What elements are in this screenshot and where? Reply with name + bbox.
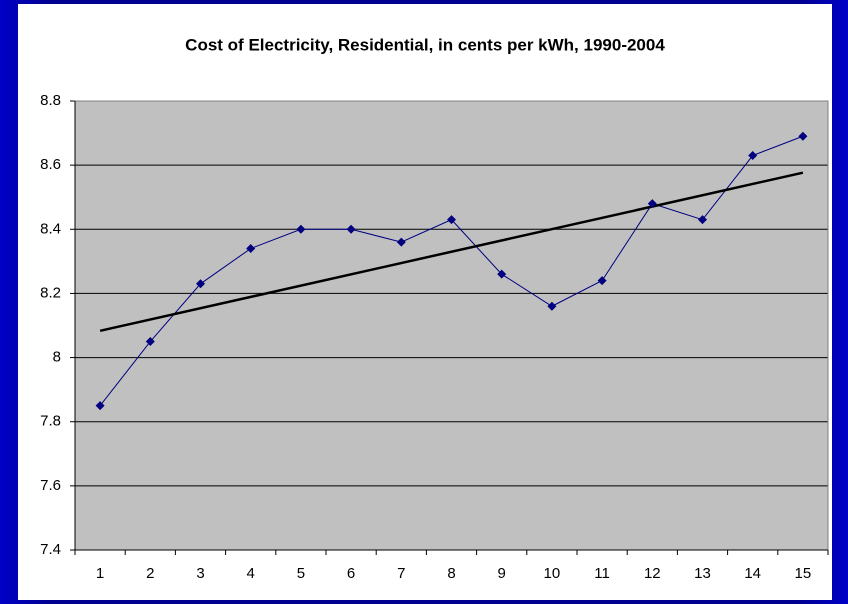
data-point — [346, 224, 356, 234]
x-tick-label: 7 — [397, 565, 405, 582]
x-tick-label: 12 — [644, 565, 661, 582]
x-tick-label: 9 — [498, 565, 506, 582]
y-tick-label: 8.4 — [40, 220, 61, 237]
data-point — [547, 301, 557, 311]
chart-title: Cost of Electricity, Residential, in cen… — [185, 35, 665, 54]
x-tick-label: 4 — [247, 565, 255, 582]
y-tick-label: 7.4 — [40, 541, 61, 558]
y-tick-label: 7.8 — [40, 413, 61, 430]
x-tick-label: 1 — [96, 565, 104, 582]
x-tick-label: 11 — [594, 565, 610, 582]
x-tick-label: 2 — [146, 565, 154, 582]
y-tick-label: 7.6 — [40, 477, 61, 494]
data-point — [597, 276, 607, 286]
data-point — [95, 401, 105, 411]
data-point — [447, 215, 456, 225]
y-tick-label: 8.2 — [40, 284, 61, 301]
data-point — [798, 131, 808, 141]
x-tick-label: 3 — [196, 565, 204, 582]
data-point — [196, 279, 205, 289]
x-tick-label: 8 — [447, 565, 455, 582]
data-point — [748, 151, 758, 161]
y-tick-label: 8.6 — [40, 156, 61, 173]
x-tick-label: 13 — [694, 565, 711, 582]
data-point — [698, 215, 707, 225]
x-tick-label: 10 — [544, 565, 561, 582]
plot-area — [75, 101, 828, 550]
data-point — [296, 224, 306, 234]
y-tick-label: 8 — [53, 349, 61, 366]
data-point — [647, 199, 657, 209]
x-tick-label: 6 — [347, 565, 355, 582]
data-point — [145, 337, 155, 347]
x-tick-label: 15 — [795, 565, 812, 582]
data-point — [396, 237, 406, 247]
x-tick-label: 5 — [297, 565, 305, 582]
data-point — [497, 269, 507, 279]
x-tick-label: 14 — [744, 565, 761, 582]
trendline — [99, 171, 804, 333]
data-point — [246, 244, 256, 254]
y-tick-label: 8.8 — [40, 92, 61, 109]
